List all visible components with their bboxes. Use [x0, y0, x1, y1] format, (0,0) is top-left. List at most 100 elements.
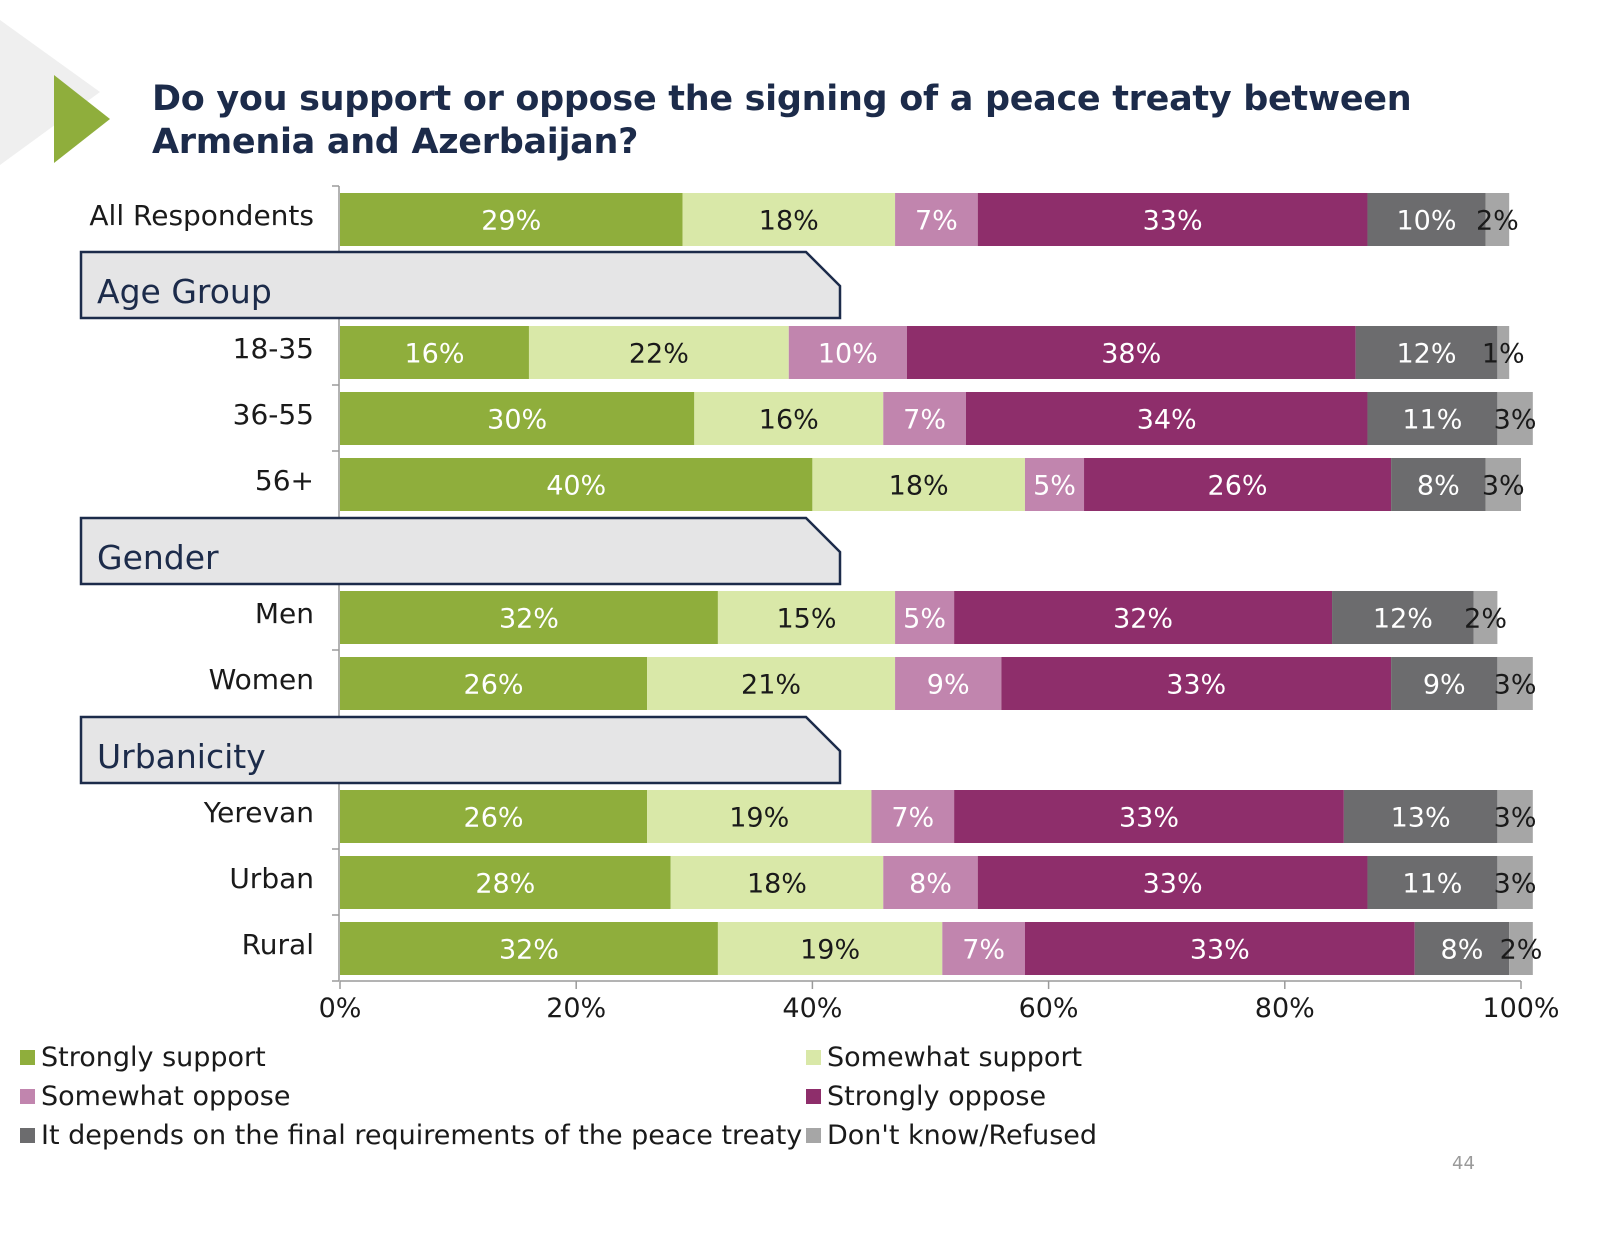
data-label: 7%: [915, 206, 958, 237]
data-label: 30%: [487, 405, 547, 436]
bar-segment: [1485, 458, 1521, 511]
data-label: 22%: [629, 339, 689, 370]
row-label: Rural: [241, 928, 314, 961]
bar-segment: [906, 326, 1356, 379]
data-label: 10%: [1397, 206, 1457, 237]
legend-swatch: [806, 1050, 821, 1065]
data-label: 7%: [891, 803, 934, 834]
data-label: 33%: [1190, 935, 1250, 966]
bar-segment: [1473, 591, 1498, 644]
data-label: 8%: [1441, 935, 1484, 966]
data-label: 32%: [499, 935, 559, 966]
data-label: 9%: [1423, 670, 1466, 701]
x-tick-label: 20%: [546, 993, 606, 1024]
data-label: 16%: [404, 339, 464, 370]
group-header-box: [79, 250, 842, 320]
bar-segment: [977, 193, 1368, 246]
bar-segment: [1391, 657, 1498, 710]
x-tick-label: 100%: [1482, 993, 1559, 1024]
bar-segment: [1024, 458, 1085, 511]
legend-swatch: [20, 1050, 35, 1065]
bar-segment: [647, 657, 896, 710]
row-label: All Respondents: [89, 199, 314, 232]
bar-segment: [1084, 458, 1392, 511]
bar-segment: [682, 193, 896, 246]
bar-segment: [1485, 193, 1510, 246]
bar-segment: [340, 790, 648, 843]
row-label: Women: [208, 663, 314, 696]
bar-segment: [717, 591, 896, 644]
bar-segment: [340, 326, 529, 379]
data-label: 19%: [800, 935, 860, 966]
data-label: 16%: [759, 405, 819, 436]
data-label: 18%: [759, 206, 819, 237]
data-label: 33%: [1166, 670, 1226, 701]
group-header-label: Gender: [97, 538, 219, 577]
legend-item: Somewhat oppose: [20, 1081, 290, 1112]
data-label: 2%: [1500, 935, 1543, 966]
data-label: 13%: [1391, 803, 1451, 834]
data-label: 3%: [1494, 869, 1537, 900]
legend-label: Strongly support: [41, 1042, 266, 1073]
legend-swatch: [20, 1128, 35, 1143]
x-tick-label: 60%: [1019, 993, 1079, 1024]
data-label: 12%: [1397, 339, 1457, 370]
data-label: 12%: [1373, 604, 1433, 635]
bar-segment: [1367, 392, 1498, 445]
bar-segment: [1391, 458, 1486, 511]
data-label: 32%: [1113, 604, 1173, 635]
bar-segment: [1509, 922, 1533, 975]
data-label: 18%: [889, 471, 949, 502]
bar-segment: [954, 591, 1333, 644]
legend-item: Strongly oppose: [806, 1081, 1046, 1112]
bar-segment: [1497, 326, 1510, 379]
bar-segment: [1367, 856, 1498, 909]
bar-segment: [871, 790, 955, 843]
bar-segment: [954, 790, 1344, 843]
data-label: 32%: [499, 604, 559, 635]
bar-segment: [340, 392, 695, 445]
data-label: 33%: [1119, 803, 1179, 834]
data-label: 34%: [1137, 405, 1197, 436]
legend-label: Don't know/Refused: [827, 1120, 1098, 1151]
bar-segment: [1497, 392, 1533, 445]
legend-label: Somewhat oppose: [41, 1081, 291, 1112]
row-label: Men: [254, 597, 314, 630]
data-label: 7%: [903, 405, 946, 436]
title-arrow-icon: [54, 75, 110, 163]
legend-label: Strongly oppose: [827, 1081, 1047, 1112]
data-label: 3%: [1494, 670, 1537, 701]
bar-segment: [670, 856, 884, 909]
group-header-label: Age Group: [97, 272, 272, 311]
bar-segment: [788, 326, 907, 379]
data-label: 28%: [475, 869, 535, 900]
bar-segment: [883, 856, 978, 909]
legend-item: Somewhat support: [806, 1042, 1082, 1073]
data-label: 11%: [1402, 405, 1462, 436]
legend-label: It depends on the final requirements of …: [41, 1120, 803, 1151]
data-label: 8%: [909, 869, 952, 900]
bar-segment: [895, 193, 978, 246]
bar-segment: [1024, 922, 1415, 975]
bar-segment: [340, 458, 813, 511]
legend-item: It depends on the final requirements of …: [20, 1120, 802, 1151]
group-header-box: [79, 516, 842, 586]
bar-segment: [1355, 326, 1498, 379]
data-label: 3%: [1482, 471, 1525, 502]
data-label: 33%: [1143, 869, 1203, 900]
data-label: 2%: [1476, 206, 1519, 237]
bar-segment: [647, 790, 872, 843]
bar-segment: [1001, 657, 1392, 710]
data-label: 19%: [729, 803, 789, 834]
data-label: 7%: [962, 935, 1005, 966]
legend-item: Don't know/Refused: [806, 1120, 1097, 1151]
bar-segment: [1343, 790, 1498, 843]
bar-segment: [1497, 856, 1533, 909]
data-label: 40%: [546, 471, 606, 502]
data-label: 18%: [747, 869, 807, 900]
data-label: 38%: [1101, 339, 1161, 370]
data-label: 2%: [1464, 604, 1507, 635]
data-label: 3%: [1494, 803, 1537, 834]
bar-segment: [895, 591, 955, 644]
bar-segment: [340, 856, 671, 909]
